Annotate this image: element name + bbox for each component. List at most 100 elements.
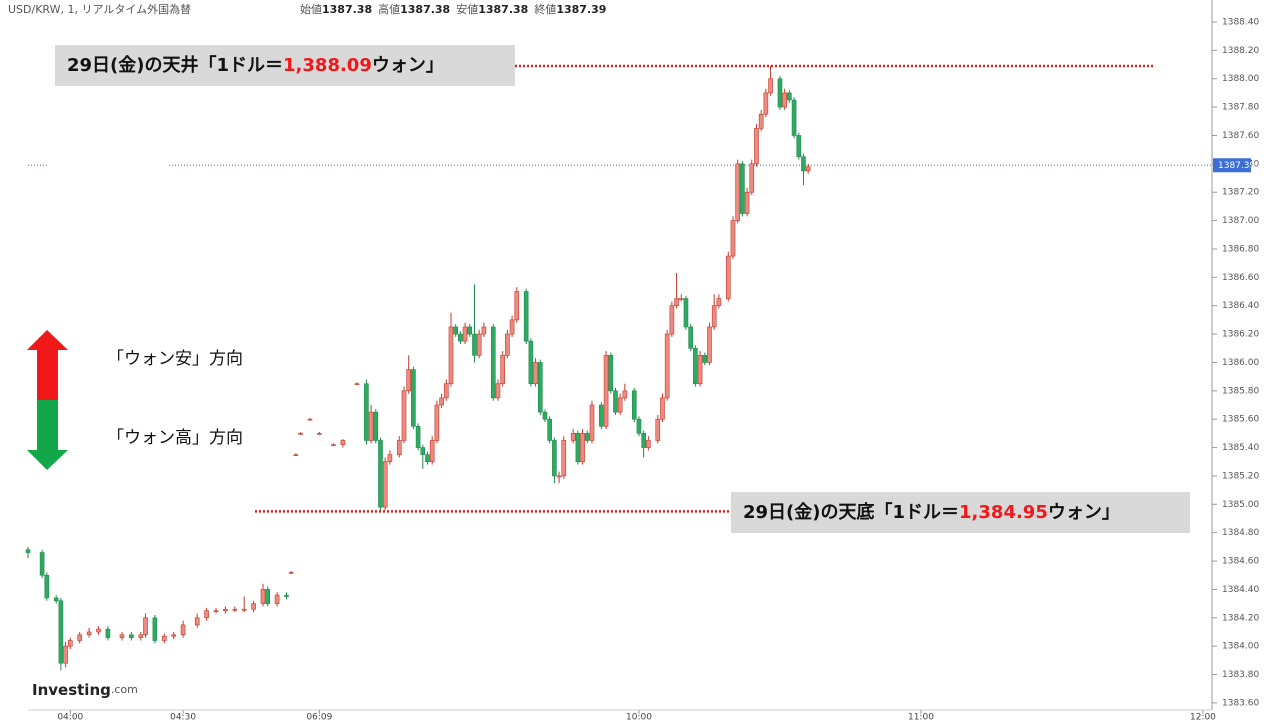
candle-body (382, 461, 388, 508)
candle-body (67, 640, 73, 647)
x-tick-label: 04:30 (170, 713, 196, 720)
candle-body (213, 610, 219, 612)
candle-body (490, 326, 496, 399)
candle-body (570, 433, 576, 441)
last-price-label: 1387.39 (1218, 161, 1255, 171)
candle-body (500, 355, 505, 385)
candle-body (373, 411, 379, 441)
candle-body (476, 333, 482, 356)
candle-body (481, 326, 487, 335)
candle-body (63, 645, 68, 664)
symbol: USD/KRW, 1, リアルタイム外国為替 (8, 2, 191, 16)
y-tick-label: 1388.40 (1222, 17, 1259, 27)
candle-body (725, 255, 731, 299)
annotation-value: 1,384.95 (959, 502, 1048, 523)
candle-body (448, 326, 454, 385)
annotation-box (731, 492, 1190, 533)
candle-body (805, 166, 811, 172)
candle-body (143, 617, 148, 636)
y-tick-label: 1386.00 (1222, 358, 1259, 368)
annotation-prefix: 29日(金)の天底「1ドル＝ (743, 501, 959, 523)
y-tick-label: 1383.80 (1222, 670, 1259, 680)
y-tick-label: 1386.60 (1222, 273, 1259, 283)
candle-body (77, 634, 82, 641)
candle-body (782, 92, 787, 108)
candle-body (105, 628, 111, 638)
candle-body (688, 326, 693, 349)
candle-body (787, 92, 792, 101)
candle-body (364, 383, 369, 441)
y-tick-label: 1385.80 (1222, 386, 1259, 396)
candle-body (641, 433, 646, 448)
stat-name: 終値 (534, 3, 556, 16)
y-tick-label: 1384.80 (1222, 528, 1259, 538)
candle-body (467, 326, 473, 335)
candle-body (293, 454, 299, 456)
candle-body (241, 608, 247, 611)
y-tick-label: 1383.60 (1222, 698, 1259, 708)
candle-body (599, 404, 604, 427)
y-tick-label: 1384.20 (1222, 613, 1259, 623)
candle-body (613, 390, 618, 413)
candle-body (716, 298, 722, 307)
candle-body (194, 617, 200, 626)
x-tick-label: 11:00 (908, 713, 934, 720)
candle-body (317, 433, 322, 435)
candle-body (505, 333, 510, 356)
candle-body (702, 355, 708, 363)
annotation-prefix: 29日(金)の天井「1ドル＝ (67, 54, 283, 76)
candle-body (96, 628, 101, 633)
candle-body (542, 411, 548, 420)
last-price-box (1213, 158, 1251, 173)
candle-body (509, 319, 515, 335)
candle-body (796, 135, 802, 158)
candle-body (580, 433, 585, 463)
y-tick-label: 1385.60 (1222, 415, 1259, 425)
candle-body (411, 369, 416, 427)
candle-body (664, 333, 670, 399)
candle-body (415, 425, 421, 448)
source-suffix: .com (111, 683, 138, 696)
candle-body (129, 634, 134, 638)
candle-body (434, 404, 440, 441)
x-tick-label: 10:00 (626, 713, 652, 720)
candle-body (429, 440, 435, 463)
candle-body (669, 305, 675, 335)
direction-label: 「ウォン高」方向 (107, 428, 243, 448)
annotation-suffix: ウォン」 (372, 55, 444, 76)
candle-body (138, 634, 144, 638)
candle-body (378, 440, 383, 508)
candle-body (758, 113, 764, 129)
candle-body (472, 333, 477, 356)
stat-name: 安値 (456, 3, 478, 16)
candle-body (655, 418, 661, 441)
mask (47, 162, 168, 169)
candle-body (763, 92, 769, 115)
candle-body (646, 440, 651, 448)
direction-label: 「ウォン安」方向 (107, 349, 243, 369)
candle-body (660, 397, 665, 420)
candle-body (575, 433, 581, 463)
candle-body (791, 99, 797, 136)
candle-body (180, 624, 186, 636)
candle-body (340, 440, 346, 446)
x-tick-label: 12:00 (1190, 713, 1216, 720)
stat-name: 高値 (378, 2, 400, 16)
annotation-suffix: ウォン」 (1048, 502, 1120, 523)
candle-body (589, 404, 595, 441)
candle-body (730, 220, 736, 257)
candle-body (603, 355, 609, 427)
candle-body (161, 635, 167, 641)
candle-body (53, 597, 59, 602)
candle-body (232, 608, 238, 611)
stat-value: 1387.38 (322, 3, 372, 16)
candle-body (636, 418, 642, 434)
candle-body (735, 163, 740, 221)
header-stats: 始値1387.38 高値1387.38 安値1387.38 終値1387.39 (300, 2, 606, 16)
candle-body (401, 390, 407, 441)
candle-body (274, 594, 280, 604)
candle-body (462, 326, 468, 342)
candle-body (754, 128, 759, 165)
candle-body (622, 390, 628, 399)
